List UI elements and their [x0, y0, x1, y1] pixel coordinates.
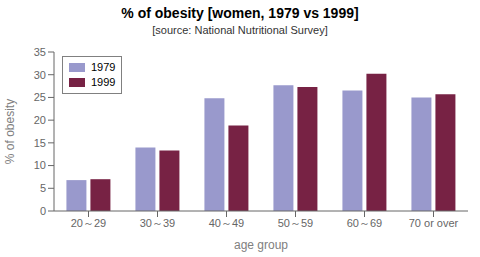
- svg-text:60～69: 60～69: [347, 217, 382, 229]
- svg-text:70 or over: 70 or over: [409, 217, 459, 229]
- html-text:1979: 1979: [91, 61, 116, 73]
- svg-text:25: 25: [34, 91, 46, 103]
- svg-text:0: 0: [40, 205, 46, 217]
- svg-text:50～59: 50～59: [278, 217, 313, 229]
- svg-text:5: 5: [40, 182, 46, 194]
- svg-text:20: 20: [34, 114, 46, 126]
- svg-text:10: 10: [34, 159, 46, 171]
- svg-text:30: 30: [34, 69, 46, 81]
- svg-text:40～49: 40～49: [209, 217, 244, 229]
- svg-text:15: 15: [34, 137, 46, 149]
- html-text:% of obesity [women, 1979 vs 1: % of obesity [women, 1979 vs 1999]: [121, 5, 359, 21]
- svg-text:age group: age group: [234, 238, 288, 252]
- svg-text:% of obesity: % of obesity: [8, 99, 17, 164]
- html-text:1999: 1999: [91, 76, 116, 88]
- svg-text:30～39: 30～39: [140, 217, 175, 229]
- svg-text:20～29: 20～29: [71, 217, 106, 229]
- html-text:[source: National Nutritional: [source: National Nutritional Survey]: [152, 24, 328, 36]
- svg-text:35: 35: [34, 46, 46, 58]
